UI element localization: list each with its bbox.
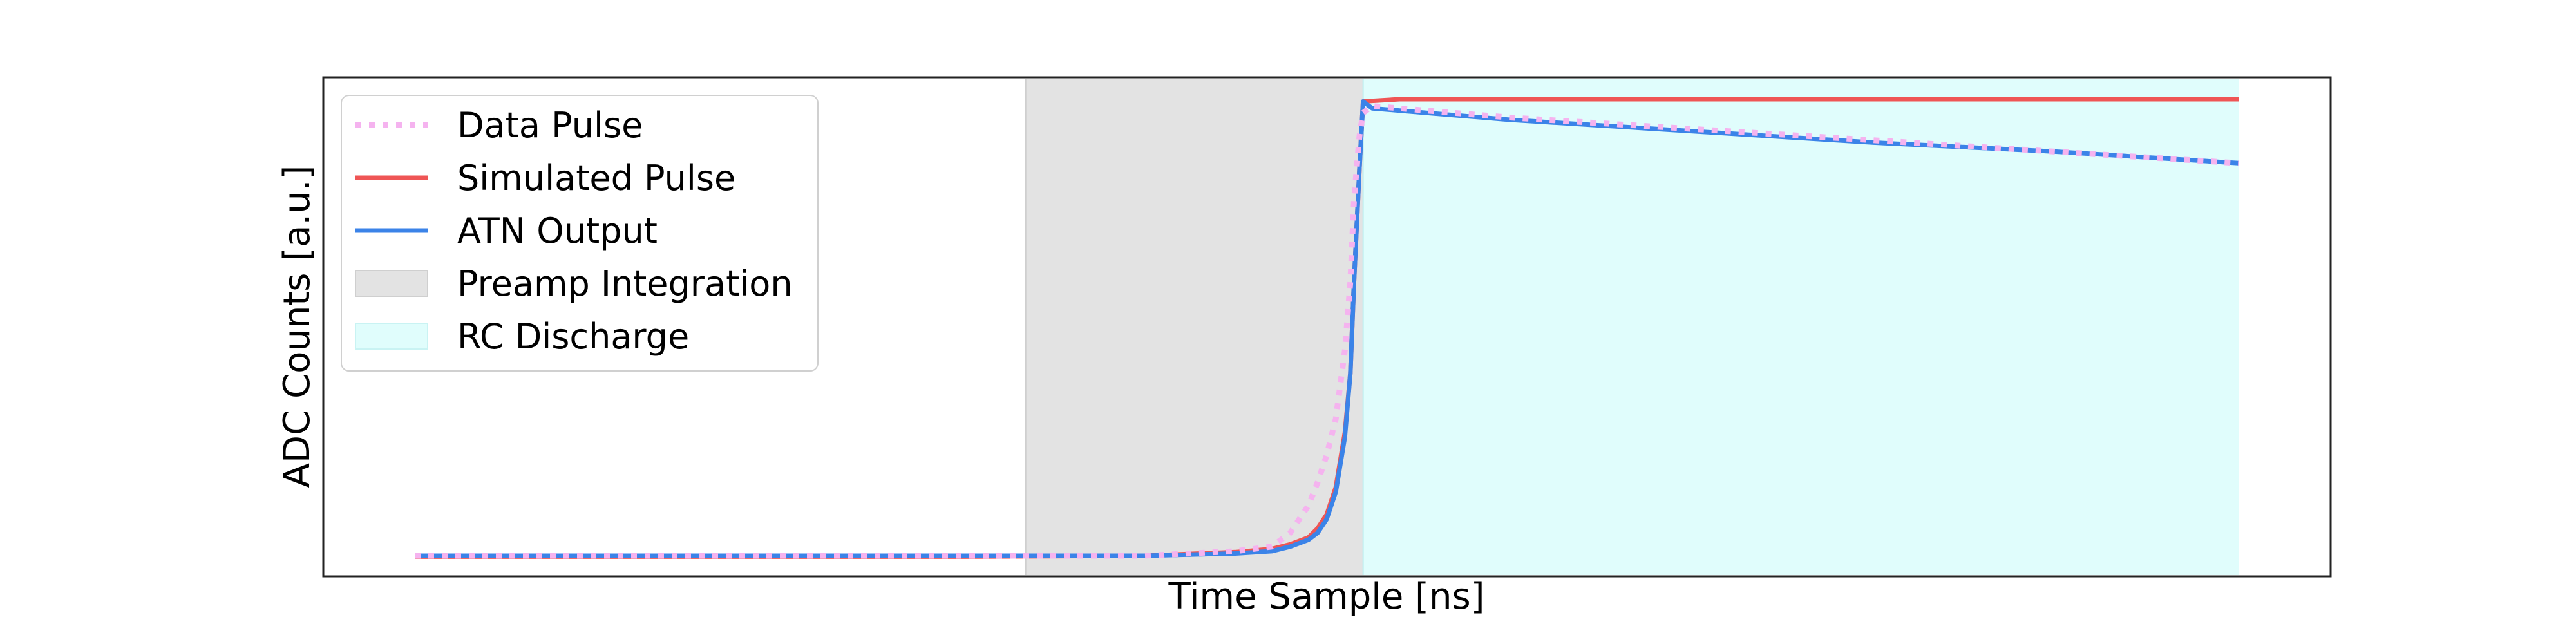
series-lines [415, 97, 2239, 559]
region-preamp-integration [1025, 79, 1363, 575]
legend-swatch [355, 323, 428, 350]
legend-label: Data Pulse [457, 105, 643, 146]
legend-label: RC Discharge [457, 316, 689, 357]
plot-frame [322, 76, 2332, 578]
y-axis-label: ADC Counts [a.u.] [276, 166, 318, 488]
series-data-pulse [415, 103, 2239, 559]
region-rc-discharge [1363, 79, 2239, 575]
x-axis-label: Time Sample [ns] [1168, 576, 1485, 618]
legend-label: Simulated Pulse [457, 158, 735, 198]
legend-label: ATN Output [457, 211, 658, 251]
legend: Data Pulse Simulated Pulse ATN Output Pream… [341, 95, 819, 372]
shaded-regions [1025, 79, 2239, 575]
legend-swatch [355, 270, 428, 297]
legend-label: Preamp Integration [457, 263, 793, 304]
legend-box [341, 95, 819, 372]
